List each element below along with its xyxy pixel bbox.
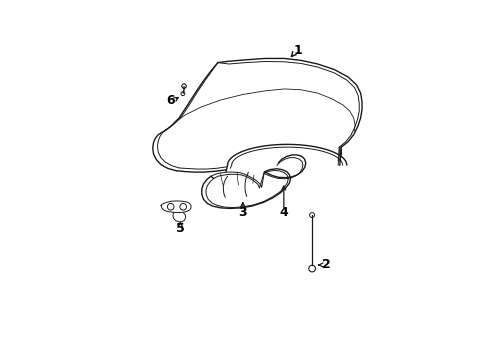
Text: 2: 2 — [321, 258, 330, 271]
Text: 4: 4 — [279, 206, 288, 219]
Text: 1: 1 — [294, 44, 303, 57]
Text: 3: 3 — [239, 206, 247, 219]
Text: 6: 6 — [166, 94, 174, 107]
Text: 5: 5 — [176, 222, 185, 235]
